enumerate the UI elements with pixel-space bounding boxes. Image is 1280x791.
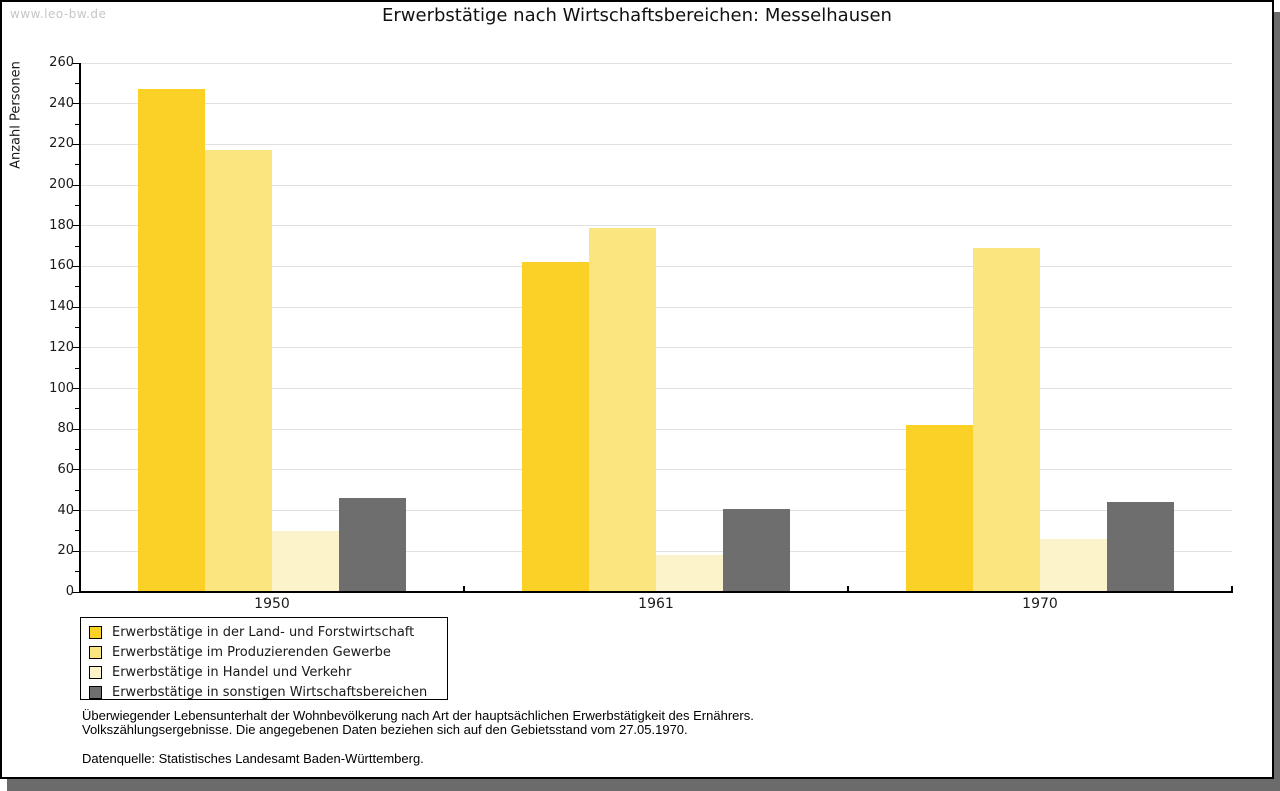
y-tick-label: 60	[57, 461, 74, 477]
y-major-tick	[72, 62, 80, 64]
x-tick	[1231, 586, 1233, 592]
chart-area: 1950 1961 1970 0 20 40 60 80 100 120 140 160 180 200 2…	[2, 2, 1272, 777]
y-major-tick	[72, 306, 80, 308]
y-major-tick	[72, 469, 80, 471]
legend-row: Erwerbstätige in Handel und Verkehr	[89, 662, 447, 682]
bar	[906, 425, 973, 592]
gridline	[80, 388, 1232, 390]
x-axis-label: 1961	[638, 596, 674, 612]
gridline	[80, 347, 1232, 349]
y-minor-tick	[75, 164, 80, 166]
y-minor-tick	[75, 449, 80, 451]
y-major-tick	[72, 103, 80, 105]
bar	[723, 508, 790, 592]
gridline	[80, 143, 1232, 145]
x-tick	[463, 586, 465, 592]
y-major-tick	[72, 510, 80, 512]
legend-swatch	[89, 685, 102, 699]
y-major-tick	[72, 388, 80, 390]
legend-label: Erwerbstätige in sonstigen Wirtschaftsbe…	[112, 684, 428, 700]
bar	[272, 530, 339, 592]
y-major-tick	[72, 591, 80, 593]
y-minor-tick	[75, 286, 80, 288]
y-tick-label: 160	[49, 258, 74, 274]
footnote-line-1: Überwiegender Lebensunterhalt der Wohnbe…	[82, 708, 754, 723]
legend-row: Erwerbstätige in der Land- und Forstwirt…	[89, 622, 447, 642]
y-major-tick	[72, 428, 80, 430]
y-tick-label: 200	[49, 177, 74, 193]
bar	[589, 227, 656, 592]
x-axis-line	[79, 591, 1233, 593]
y-tick-label: 220	[49, 136, 74, 152]
y-tick-label: 100	[49, 380, 74, 396]
bar	[138, 89, 205, 592]
y-major-tick	[72, 265, 80, 267]
gridline	[80, 184, 1232, 186]
y-tick-label: 120	[49, 339, 74, 355]
x-tick	[79, 586, 81, 592]
legend-swatch	[89, 625, 102, 639]
gridline	[80, 225, 1232, 227]
y-axis-line	[79, 63, 81, 593]
gridline	[80, 469, 1232, 471]
gridline	[80, 265, 1232, 267]
y-minor-tick	[75, 367, 80, 369]
y-minor-tick	[75, 82, 80, 84]
x-tick	[847, 586, 849, 592]
legend-label: Erwerbstätige in der Land- und Forstwirt…	[112, 624, 415, 640]
y-minor-tick	[75, 530, 80, 532]
legend: Erwerbstätige in der Land- und Forstwirt…	[80, 617, 448, 700]
y-minor-tick	[75, 489, 80, 491]
y-minor-tick	[75, 204, 80, 206]
legend-swatch	[89, 665, 102, 679]
legend-row: Erwerbstätige im Produzierenden Gewerbe	[89, 642, 447, 662]
watermark: www.leo-bw.de	[10, 7, 107, 21]
y-major-tick	[72, 143, 80, 145]
bar	[1040, 539, 1107, 592]
bar	[1107, 502, 1174, 592]
y-tick-label: 140	[49, 299, 74, 315]
gridline	[80, 550, 1232, 552]
bar	[522, 262, 589, 592]
gridline	[80, 103, 1232, 105]
data-source: Datenquelle: Statistisches Landesamt Bad…	[82, 751, 424, 766]
bar	[339, 498, 406, 592]
y-tick-label: 0	[65, 584, 74, 599]
y-minor-tick	[75, 327, 80, 328]
bar	[656, 555, 723, 592]
footnote-line-2: Volkszählungsergebnisse. Die angegebenen…	[82, 721, 688, 737]
gridline	[80, 306, 1232, 308]
y-tick-label: 240	[49, 95, 74, 111]
y-tick-label: 40	[57, 502, 74, 518]
y-major-tick	[72, 225, 80, 227]
y-major-tick	[72, 550, 80, 552]
y-tick-label: 180	[49, 217, 74, 233]
y-tick-label: 260	[49, 55, 74, 70]
y-minor-tick	[75, 123, 80, 125]
y-major-tick	[72, 184, 80, 186]
y-minor-tick	[75, 571, 80, 573]
gridline	[80, 510, 1232, 512]
y-major-tick	[72, 347, 80, 349]
legend-row: Erwerbstätige in sonstigen Wirtschaftsbe…	[89, 682, 447, 702]
gridline	[80, 428, 1232, 430]
x-axis-label: 1970	[1022, 596, 1058, 612]
chart-title: Erwerbstätige nach Wirtschaftsbereichen:…	[382, 5, 892, 26]
y-minor-tick	[75, 408, 80, 410]
bar	[205, 150, 272, 592]
legend-label: Erwerbstätige im Produzierenden Gewerbe	[112, 644, 391, 660]
bar	[973, 248, 1040, 592]
legend-label: Erwerbstätige in Handel und Verkehr	[112, 664, 352, 680]
x-axis-label: 1950	[254, 596, 290, 612]
y-tick-label: 80	[57, 421, 74, 437]
y-minor-tick	[75, 245, 80, 247]
y-tick-label: 20	[57, 543, 74, 559]
footnotes: Überwiegender Lebensunterhalt der Wohnbe…	[82, 709, 754, 766]
legend-swatch	[89, 645, 102, 659]
gridline	[80, 62, 1232, 64]
